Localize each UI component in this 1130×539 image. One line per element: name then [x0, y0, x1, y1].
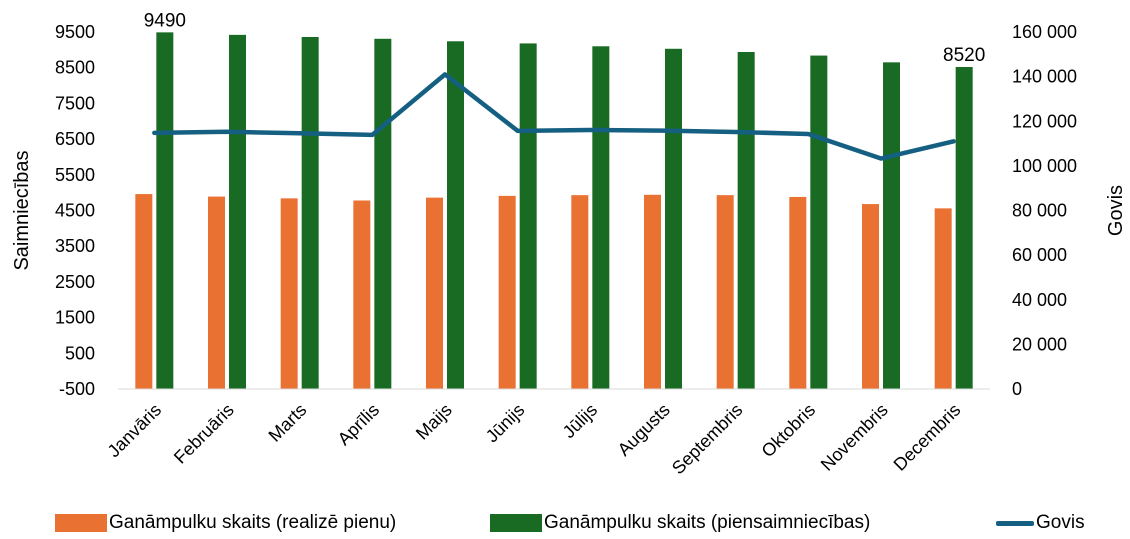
- data-label: 9490: [144, 10, 186, 31]
- legend-item-piensaimniecibas: Ganāmpulku skaits (piensaimniecības): [490, 512, 870, 534]
- bar-realize-pienu: [498, 195, 516, 389]
- category-label: Decembris: [890, 400, 965, 475]
- category-labels: Janvāris Februāris Marts Aprīlis Maijs Jūnijs…: [104, 400, 965, 479]
- bar-realize-pienu: [426, 197, 443, 389]
- bar-piensaimniecibas: [229, 34, 246, 390]
- legend-swatch-orange: [55, 514, 107, 532]
- y-left-tick-label: 2500: [55, 272, 95, 292]
- bar-piensaimniecibas: [592, 46, 610, 389]
- bar-piensaimniecibas: [810, 55, 828, 389]
- bar-piensaimniecibas: [883, 62, 900, 389]
- line-govis: [152, 72, 956, 161]
- legend-item-govis: Govis: [996, 512, 1085, 534]
- bar-realize-pienu: [644, 194, 661, 389]
- y-right-tick-label: 80 000: [1012, 201, 1067, 221]
- bar-piensaimniecibas: [737, 51, 755, 389]
- category-label: Oktobris: [758, 400, 820, 462]
- y-axis-left-title: Saimniecības: [11, 150, 33, 270]
- legend: Ganāmpulku skaits (realizē pienu) Ganāmp…: [0, 512, 1130, 539]
- bar-piensaimniecibas: [374, 38, 392, 390]
- category-label: Februāris: [170, 400, 238, 468]
- bar-piensaimniecibas: [955, 66, 973, 390]
- y-left-tick-label: 1500: [55, 308, 95, 328]
- bar-series: [135, 32, 973, 390]
- y-right-tick-label: 20 000: [1012, 334, 1067, 354]
- category-label: Novembris: [817, 400, 892, 475]
- combo-chart: 9500 8500 7500 6500 5500 4500 3500 2500 1500 500 -…: [11, 10, 1127, 479]
- legend-item-realize-pienu: Ganāmpulku skaits (realizē pienu): [55, 512, 396, 534]
- category-label: Janvāris: [104, 400, 166, 462]
- y-right-tick-label: 100 000: [1012, 156, 1077, 176]
- y-axis-right-title: Govis: [1105, 185, 1127, 236]
- left-axis-ticks: 9500 8500 7500 6500 5500 4500 3500 2500 1500 500 -…: [55, 22, 95, 399]
- bar-realize-pienu: [280, 198, 298, 389]
- legend-label: Ganāmpulku skaits (realizē pienu): [109, 512, 397, 533]
- y-left-tick-label: 9500: [55, 22, 95, 42]
- line-series: [152, 72, 956, 161]
- bar-realize-pienu: [789, 196, 807, 389]
- y-left-tick-label: 8500: [55, 58, 95, 78]
- y-left-tick-label: 500: [65, 343, 95, 363]
- category-label: Aprīlis: [334, 400, 384, 450]
- data-labels: 9490 8520: [144, 10, 986, 66]
- bar-realize-pienu: [716, 195, 734, 389]
- legend-label: Ganāmpulku skaits (piensaimniecības): [544, 512, 871, 533]
- bar-piensaimniecibas: [665, 48, 682, 390]
- bar-piensaimniecibas: [519, 43, 537, 389]
- y-left-tick-label: 5500: [55, 165, 95, 185]
- bar-realize-pienu: [571, 195, 589, 389]
- y-left-tick-label: 3500: [55, 236, 95, 256]
- category-label: Marts: [265, 400, 311, 446]
- data-label: 8520: [943, 45, 985, 66]
- legend-swatch-line: [996, 520, 1034, 526]
- category-label: Maijs: [412, 400, 456, 444]
- y-right-tick-label: 40 000: [1012, 290, 1067, 310]
- category-label: Augusts: [614, 400, 674, 460]
- y-left-tick-label: 4500: [55, 201, 95, 221]
- y-right-tick-label: 60 000: [1012, 245, 1067, 265]
- bar-realize-pienu: [135, 194, 153, 389]
- bar-piensaimniecibas: [156, 32, 174, 390]
- y-left-tick-label: 7500: [55, 93, 95, 113]
- y-left-tick-label: 6500: [55, 129, 95, 149]
- legend-label: Govis: [1036, 512, 1085, 533]
- y-right-tick-label: 140 000: [1012, 67, 1077, 87]
- category-label: Jūlijs: [559, 400, 601, 442]
- y-right-tick-label: 120 000: [1012, 111, 1077, 131]
- right-axis-ticks: 160 000 140 000 120 000 100 000 80 000 60 000…: [1012, 22, 1077, 399]
- bar-realize-pienu: [934, 208, 952, 389]
- bar-realize-pienu: [353, 200, 371, 389]
- category-label: Jūnijs: [482, 400, 529, 447]
- bar-realize-pienu: [862, 204, 879, 389]
- legend-swatch-green: [490, 514, 542, 532]
- bar-piensaimniecibas: [301, 36, 319, 390]
- bar-realize-pienu: [208, 196, 225, 389]
- y-left-tick-label: -500: [59, 379, 95, 399]
- bar-piensaimniecibas: [447, 41, 464, 389]
- y-right-tick-label: 160 000: [1012, 22, 1077, 42]
- category-label: Septembris: [668, 400, 747, 479]
- y-right-tick-label: 0: [1012, 379, 1022, 399]
